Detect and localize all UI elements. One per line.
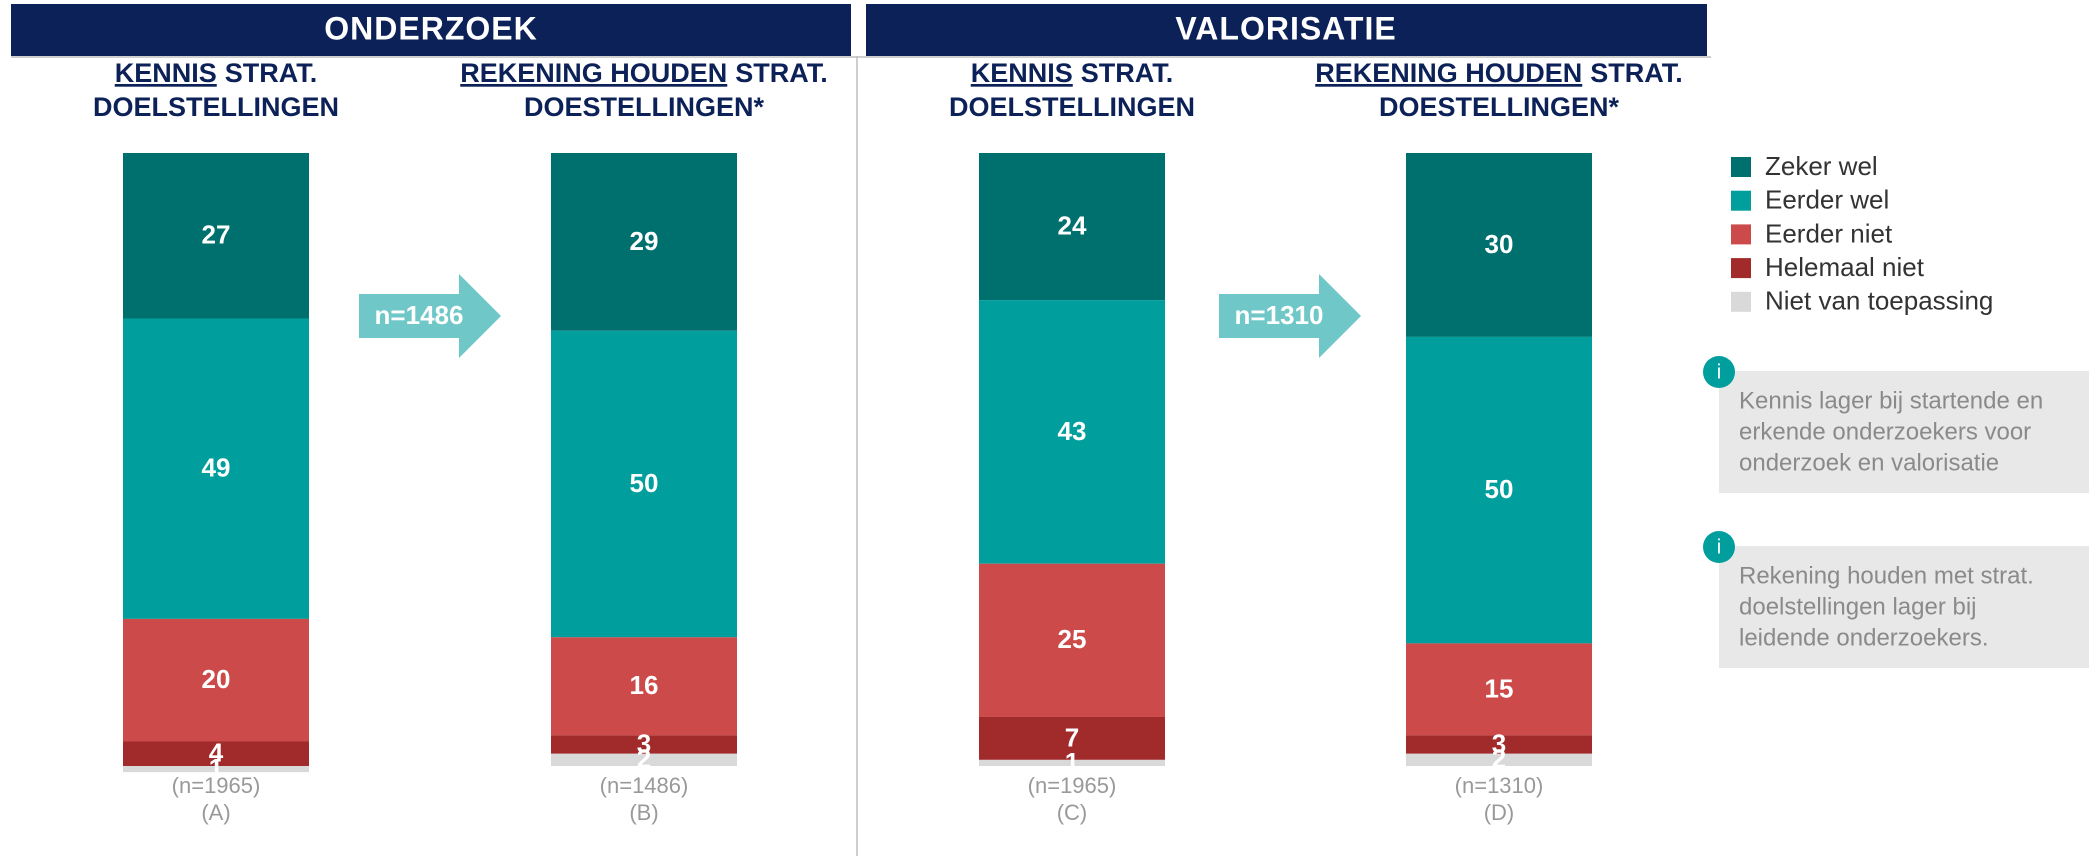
column-title: DOESTELLINGEN*: [524, 92, 765, 122]
legend-swatch: [1731, 224, 1751, 245]
arrow-label: n=1486: [375, 300, 464, 330]
note-text: onderzoek en valorisatie: [1739, 449, 1999, 476]
n-label: (n=1965): [172, 773, 261, 798]
column-title: DOELSTELLINGEN: [93, 92, 339, 122]
note-text: Rekening houden met strat.: [1739, 562, 2034, 589]
legend-label: Niet van toepassing: [1765, 286, 1993, 316]
value-label: 30: [1485, 229, 1514, 259]
arrow: [359, 274, 501, 358]
value-label: 43: [1058, 416, 1087, 446]
value-label: 1: [1065, 747, 1079, 777]
n-label: (n=1310): [1455, 773, 1544, 798]
column-letter: (A): [201, 800, 230, 825]
info-icon: [1703, 356, 1735, 388]
column-title: KENNIS STRAT.: [115, 58, 318, 88]
value-label: 49: [202, 453, 231, 483]
value-label: 2: [1492, 744, 1506, 774]
value-label: 2: [637, 744, 651, 774]
info-icon: [1703, 531, 1735, 563]
value-label: 7: [1065, 722, 1079, 752]
legend-swatch: [1731, 157, 1751, 177]
header-band: [11, 4, 851, 56]
legend-label: Helemaal niet: [1765, 252, 1925, 282]
column-title: KENNIS STRAT.: [971, 58, 1174, 88]
group-title: VALORISATIE: [1175, 10, 1396, 46]
value-label: 16: [630, 670, 659, 700]
arrow-label: n=1310: [1235, 300, 1324, 330]
bar-segment: [979, 563, 1165, 717]
bar-segment: [551, 153, 737, 331]
column-title-rest: STRAT.: [735, 58, 828, 88]
column-title-rest: STRAT.: [1590, 58, 1683, 88]
column-letter: (D): [1484, 800, 1515, 825]
bar-segment: [123, 153, 309, 319]
legend-label: Zeker wel: [1765, 151, 1878, 181]
bar-segment: [551, 753, 737, 766]
note-box: [1719, 371, 2089, 493]
value-label: 20: [202, 664, 231, 694]
column-title-underlined: KENNIS: [115, 58, 217, 88]
note-box: [1719, 546, 2089, 668]
group-title: ONDERZOEK: [324, 10, 537, 46]
value-label: 27: [202, 220, 231, 250]
bar-segment: [1406, 153, 1592, 337]
value-label: 15: [1485, 673, 1514, 703]
bar-segment: [123, 618, 309, 742]
value-label: 50: [1485, 474, 1514, 504]
value-label: 25: [1058, 624, 1087, 654]
legend-swatch: [1731, 291, 1751, 312]
column-letter: (B): [629, 800, 658, 825]
legend-label: Eerder niet: [1765, 218, 1893, 248]
value-label: 4: [209, 738, 224, 768]
legend-swatch: [1731, 258, 1751, 279]
bar-segment: [551, 637, 737, 736]
note-text: erkende onderzoekers voor: [1739, 418, 2031, 445]
bar-segment: [1406, 336, 1592, 644]
column-title-rest: STRAT.: [1081, 58, 1174, 88]
column-title-rest: STRAT.: [225, 58, 318, 88]
bar-segment: [1406, 735, 1592, 754]
bar-segment: [1406, 753, 1592, 766]
value-label: 29: [630, 226, 659, 256]
column-title: REKENING HOUDEN STRAT.: [460, 58, 828, 88]
column-title: DOELSTELLINGEN: [949, 92, 1195, 122]
info-icon-label: i: [1717, 536, 1721, 558]
bar-segment: [979, 300, 1165, 564]
n-label: (n=1965): [1028, 773, 1117, 798]
value-label: 3: [637, 728, 651, 758]
arrow: [1219, 274, 1361, 358]
header-band: [866, 4, 1707, 56]
note-text: doelstellingen lager bij: [1739, 593, 1977, 620]
bar-segment: [1406, 643, 1592, 736]
bar-segment: [979, 153, 1165, 301]
note-text: leidende onderzoekers.: [1739, 624, 1989, 651]
note-text: Kennis lager bij startende en: [1739, 387, 2043, 414]
n-label: (n=1486): [600, 773, 689, 798]
bar-segment: [551, 735, 737, 754]
column-title-underlined: REKENING HOUDEN: [1315, 58, 1582, 88]
bar-segment: [551, 330, 737, 638]
column-title-underlined: KENNIS: [971, 58, 1073, 88]
legend-swatch: [1731, 190, 1751, 211]
legend-label: Eerder wel: [1765, 185, 1889, 215]
value-label: 3: [1492, 728, 1506, 758]
column-title: REKENING HOUDEN STRAT.: [1315, 58, 1683, 88]
column-title-underlined: REKENING HOUDEN: [460, 58, 727, 88]
value-label: 1: [209, 753, 223, 783]
value-label: 24: [1058, 210, 1087, 240]
bar-segment: [123, 318, 309, 619]
column-letter: (C): [1057, 800, 1088, 825]
bar-segment: [979, 716, 1165, 760]
value-label: 50: [630, 468, 659, 498]
bar-segment: [123, 741, 309, 766]
bar-segment: [123, 766, 309, 773]
column-title: DOESTELLINGEN*: [1379, 92, 1620, 122]
bar-segment: [979, 759, 1165, 766]
info-icon-label: i: [1717, 361, 1721, 383]
